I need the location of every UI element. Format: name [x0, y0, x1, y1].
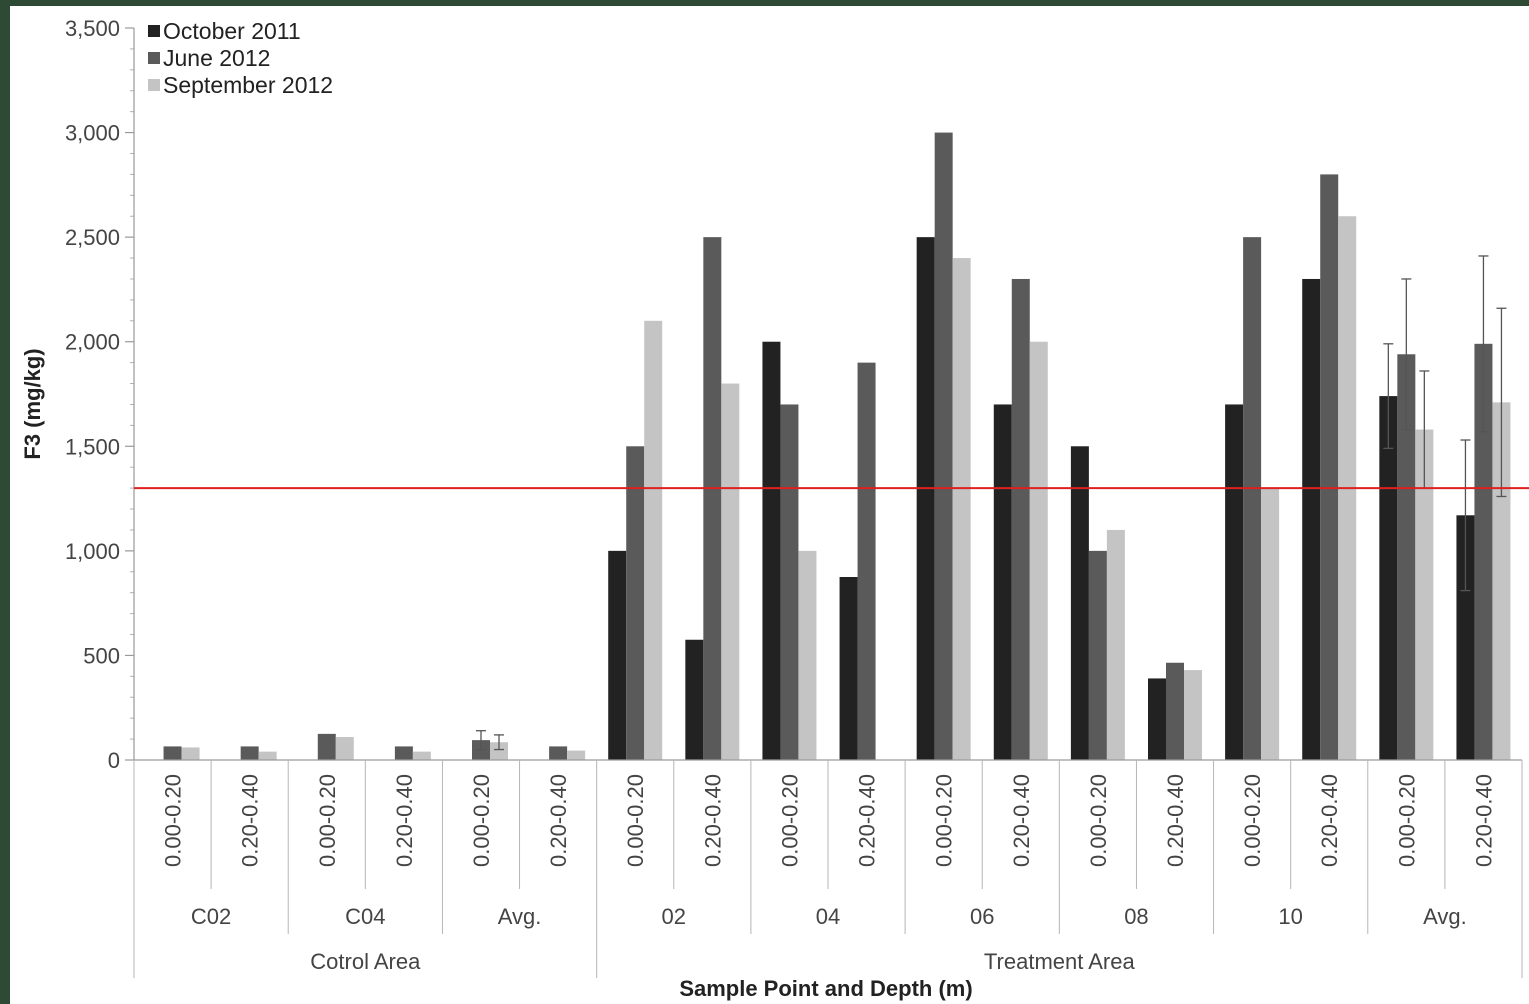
x-axis-title: Sample Point and Depth (m): [679, 976, 972, 1001]
x-category-label: 0.00-0.20: [1394, 774, 1419, 867]
bar: [798, 550, 817, 760]
bar: [567, 750, 586, 760]
bar: [412, 751, 431, 760]
bar: [1415, 429, 1434, 760]
bar: [1302, 278, 1321, 760]
y-axis-title: F3 (mg/kg): [20, 348, 45, 459]
x-category-label: 0.20-0.40: [1009, 774, 1034, 867]
bar: [240, 746, 259, 760]
bar: [1070, 446, 1089, 760]
y-tick-label: 1,000: [65, 539, 120, 564]
y-tick-label: 500: [83, 643, 120, 668]
bar: [1106, 529, 1125, 760]
bar: [608, 550, 627, 760]
bar: [549, 746, 568, 760]
x-group-label: C02: [191, 904, 231, 929]
bar: [181, 747, 200, 760]
x-group-label: 08: [1124, 904, 1148, 929]
bar: [1088, 550, 1107, 760]
x-category-label: 0.20-0.40: [546, 774, 571, 867]
bar: [721, 383, 740, 760]
y-tick-label: 2,000: [65, 330, 120, 355]
x-category-label: 0.20-0.40: [855, 774, 880, 867]
bar: [952, 258, 971, 760]
x-category-label: 0.00-0.20: [1086, 774, 1111, 867]
bar: [1011, 278, 1030, 760]
bar: [1320, 174, 1339, 760]
x-category-label: 0.00-0.20: [932, 774, 957, 867]
bar: [685, 639, 704, 760]
bar: [1184, 670, 1202, 760]
bar: [258, 751, 277, 760]
bar: [993, 404, 1012, 760]
legend-label: September 2012: [163, 72, 333, 98]
bar: [1492, 402, 1511, 760]
bar: [644, 320, 663, 760]
y-tick-label: 1,500: [65, 434, 120, 459]
bar: [1397, 354, 1416, 760]
bar: [394, 746, 413, 760]
x-group-label: 10: [1278, 904, 1302, 929]
y-tick-label: 0: [108, 748, 120, 773]
x-category-label: 0.00-0.20: [161, 774, 186, 867]
bar: [1225, 404, 1244, 760]
bar: [703, 237, 722, 761]
x-group-label: 02: [662, 904, 686, 929]
bar: [1166, 662, 1184, 760]
legend-label: June 2012: [163, 45, 270, 71]
x-group-label: 06: [970, 904, 994, 929]
x-category-label: 0.20-0.40: [392, 774, 417, 867]
bar: [1261, 488, 1280, 760]
x-group-label: Avg.: [1423, 904, 1467, 929]
x-category-label: 0.20-0.40: [1163, 774, 1188, 867]
bar: [490, 742, 508, 760]
x-category-label: 0.00-0.20: [315, 774, 340, 867]
x-category-label: 0.20-0.40: [1471, 774, 1496, 867]
y-tick-label: 3,500: [65, 16, 120, 41]
bar: [1456, 515, 1475, 760]
bar: [626, 446, 645, 760]
bar: [916, 237, 935, 761]
y-tick-label: 2,500: [65, 225, 120, 250]
bar: [1029, 341, 1048, 760]
bar: [1474, 343, 1493, 760]
bar: [780, 404, 799, 760]
bar-chart: 0 500 1,000 1,500 2,000 2,500 3,000 3,500 0.00-0…: [20, 16, 1529, 1001]
bar: [1148, 678, 1166, 760]
bar: [1243, 237, 1262, 761]
bar: [762, 341, 781, 760]
bar: [857, 362, 876, 760]
x-category-label: 0.20-0.40: [238, 774, 263, 867]
x-group-label: 04: [816, 904, 840, 929]
chart-panel: 0 500 1,000 1,500 2,000 2,500 3,000 3,500 0.00-0…: [10, 6, 1529, 1004]
y-tick-label: 3,000: [65, 121, 120, 146]
x-category-label: 0.00-0.20: [623, 774, 648, 867]
x-category-label: 0.00-0.20: [469, 774, 494, 867]
bar: [163, 746, 182, 760]
bar: [1379, 396, 1398, 760]
x-category-label: 0.00-0.20: [777, 774, 802, 867]
x-area-label: Treatment Area: [984, 949, 1136, 974]
x-area-label: Cotrol Area: [310, 949, 421, 974]
bar: [317, 733, 336, 760]
x-group-label: C04: [345, 904, 385, 929]
bar: [335, 736, 354, 760]
legend-swatch: [148, 25, 160, 37]
legend-swatch: [148, 52, 160, 64]
x-group-label: Avg.: [498, 904, 542, 929]
x-category-label: 0.20-0.40: [700, 774, 725, 867]
legend-swatch: [148, 79, 160, 91]
x-category-label: 0.00-0.20: [1240, 774, 1265, 867]
legend-label: October 2011: [163, 18, 301, 44]
bar: [839, 577, 858, 760]
bar: [934, 132, 953, 761]
x-category-label: 0.20-0.40: [1317, 774, 1342, 867]
